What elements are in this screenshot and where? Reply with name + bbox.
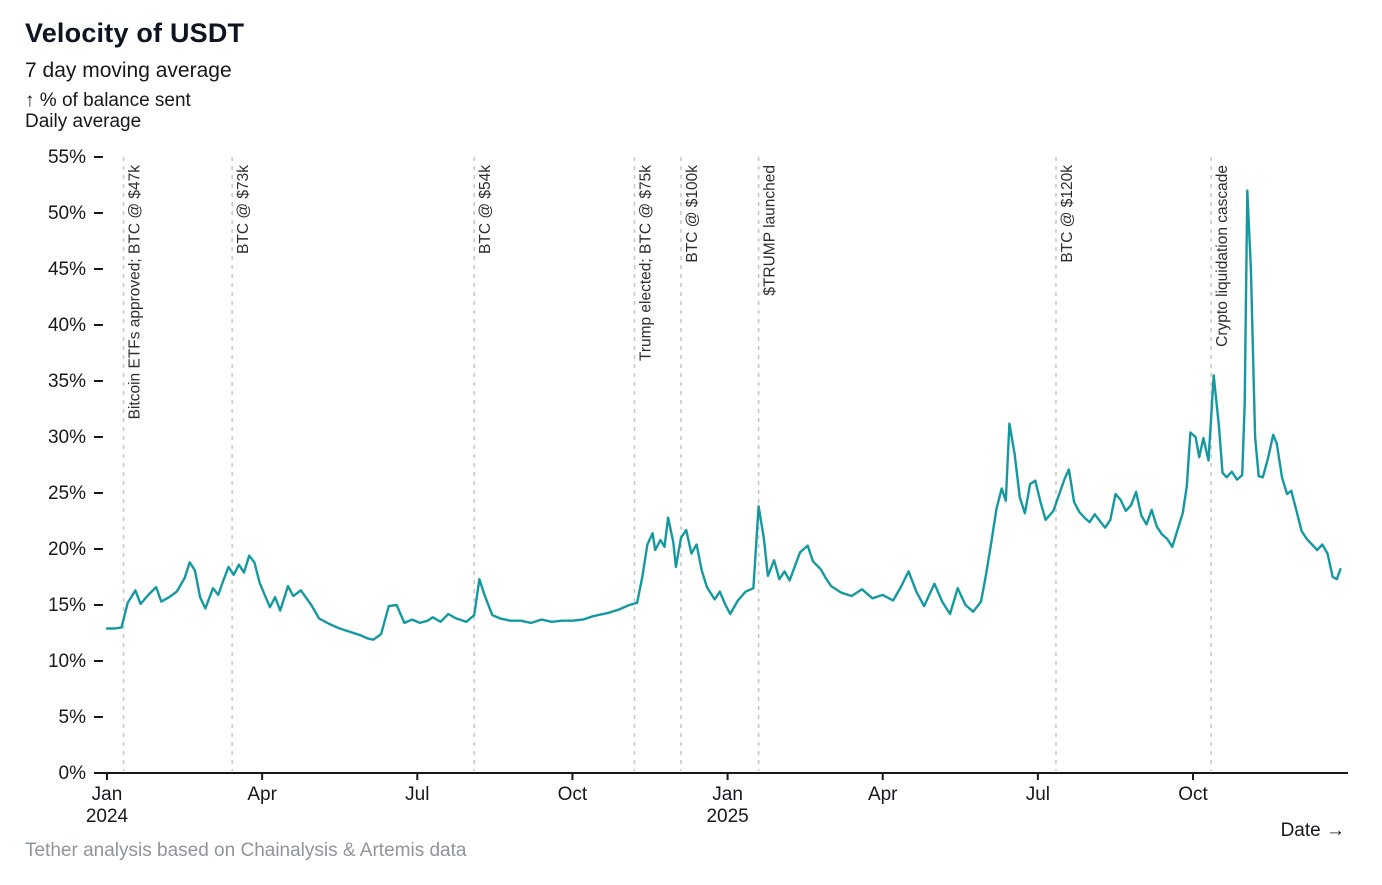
y-tick-label: 45%	[48, 259, 86, 280]
y-tick-label: 20%	[48, 539, 86, 560]
x-tick-label: Oct	[558, 784, 588, 805]
annotation-label: Trump elected; BTC @ $75k	[637, 165, 654, 361]
x-tick-label: Jul	[1026, 784, 1050, 805]
y-tick-label: 50%	[48, 203, 86, 224]
x-tick-label: Jul	[405, 784, 429, 805]
y-tick-label: 10%	[48, 651, 86, 672]
y-tick-label: 0%	[59, 763, 87, 784]
x-tick-year-label: 2024	[86, 806, 129, 827]
x-axis-caption: Date →	[1280, 820, 1345, 841]
source-note: Tether analysis based on Chainalysis & A…	[25, 840, 467, 861]
annotation-label: BTC @ $73k	[235, 165, 252, 254]
annotation-label: BTC @ $54k	[477, 165, 494, 254]
velocity-line	[105, 189, 1342, 641]
x-tick-label: Apr	[868, 784, 898, 805]
y-tick-label: 30%	[48, 427, 86, 448]
y-tick-label: 40%	[48, 315, 86, 336]
x-tick-label: Jan	[92, 784, 123, 805]
annotation-label: Bitcoin ETFs approved; BTC @ $47k	[127, 165, 144, 420]
y-tick-label: 55%	[48, 147, 86, 168]
annotation-label: BTC @ $120k	[1059, 165, 1076, 263]
annotation-label: BTC @ $100k	[684, 165, 701, 263]
y-tick-label: 25%	[48, 483, 86, 504]
chart-subtitle: 7 day moving average	[25, 59, 232, 82]
x-tick-label: Apr	[247, 784, 277, 805]
y-tick-label: 35%	[48, 371, 86, 392]
annotation-label: $TRUMP launched	[762, 165, 779, 296]
y-tick-label: 5%	[59, 707, 87, 728]
page-title: Velocity of USDT	[25, 18, 245, 48]
annotation-label: Crypto liquidation cascade	[1214, 165, 1231, 347]
x-tick-label: Oct	[1178, 784, 1208, 805]
y-axis-caption-line2: Daily average	[25, 111, 142, 132]
x-tick-label: Jan	[712, 784, 743, 805]
y-axis-caption-line1: ↑ % of balance sent	[25, 90, 191, 111]
y-tick-label: 15%	[48, 595, 86, 616]
x-tick-year-label: 2025	[706, 806, 748, 827]
